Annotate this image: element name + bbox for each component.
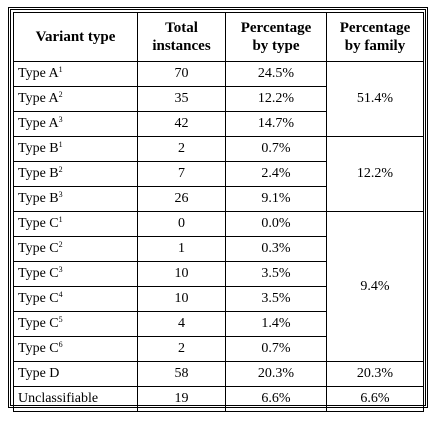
instances-cell: 26 [137, 186, 226, 212]
variant-label: Type C3 [13, 261, 138, 287]
instances-cell: 0 [137, 211, 226, 237]
header-row: Variant type Total instances Percentage by… [13, 12, 424, 62]
instances-cell: 35 [137, 86, 226, 112]
variant-label: Type A2 [13, 86, 138, 112]
table-row: Type B1 2 0.7% 12.2% [13, 136, 424, 212]
family-b-pct-cell: 12.2% [326, 136, 424, 212]
instances-cell: 70 [137, 61, 226, 87]
table-row: Type A2 35 12.2% [13, 86, 424, 112]
header-variant-type: Variant type [13, 12, 138, 62]
variant-label: Type B2 [13, 161, 138, 187]
table-row: Type C3 10 3.5% [13, 261, 424, 287]
variant-label: Type C1 [13, 211, 138, 237]
variant-table: Variant type Total instances Percentage by… [13, 12, 424, 412]
pct-type-cell: 0.3% [225, 236, 327, 262]
pct-type-cell: 12.2% [225, 86, 327, 112]
variant-label: Type D [13, 361, 138, 387]
variant-label: Type B1 [13, 136, 138, 162]
table-row: Type C4 10 3.5% [13, 286, 424, 312]
instances-cell: 10 [137, 261, 226, 287]
instances-cell: 4 [137, 311, 226, 337]
instances-cell: 2 [137, 336, 226, 362]
instances-cell: 1 [137, 236, 226, 262]
variant-label: Type C4 [13, 286, 138, 312]
table-row: Type C6 2 0.7% [13, 336, 424, 362]
table-row: Type A3 42 14.7% [13, 111, 424, 137]
variant-label: Type B3 [13, 186, 138, 212]
family-unclassifiable-pct-cell: 6.6% [326, 386, 424, 412]
variant-label: Type A3 [13, 111, 138, 137]
instances-cell: 58 [137, 361, 226, 387]
header-total-instances: Total instances [137, 12, 226, 62]
family-d-pct-cell: 20.3% [326, 361, 424, 387]
pct-type-cell: 20.3% [225, 361, 327, 387]
pct-type-cell: 0.0% [225, 211, 327, 237]
instances-cell: 10 [137, 286, 226, 312]
variant-label: Type C2 [13, 236, 138, 262]
pct-type-cell: 6.6% [225, 386, 327, 412]
pct-type-cell: 3.5% [225, 286, 327, 312]
pct-type-cell: 0.7% [225, 136, 327, 162]
table-row: Type D 58 20.3% 20.3% [13, 361, 424, 387]
pct-type-cell: 3.5% [225, 261, 327, 287]
family-a-pct-cell: 51.4% [326, 61, 424, 137]
instances-cell: 2 [137, 136, 226, 162]
table-row: Type C2 1 0.3% [13, 236, 424, 262]
variant-label: Type C5 [13, 311, 138, 337]
table-row: Unclassifiable 19 6.6% 6.6% [13, 386, 424, 412]
family-c-pct-cell: 9.4% [326, 211, 424, 362]
pct-type-cell: 14.7% [225, 111, 327, 137]
pct-type-cell: 9.1% [225, 186, 327, 212]
instances-cell: 42 [137, 111, 226, 137]
table-row: Type A1 70 24.5% 51.4% [13, 61, 424, 137]
variant-label: Type A1 [13, 61, 138, 87]
header-percentage-by-type: Percentage by type [225, 12, 327, 62]
variant-label: Unclassifiable [13, 386, 138, 412]
pct-type-cell: 24.5% [225, 61, 327, 87]
instances-cell: 19 [137, 386, 226, 412]
header-percentage-by-family: Percentage by family [326, 12, 424, 62]
pct-type-cell: 2.4% [225, 161, 327, 187]
instances-cell: 7 [137, 161, 226, 187]
table-row: Type C5 4 1.4% [13, 311, 424, 337]
variant-label: Type C6 [13, 336, 138, 362]
table-row: Type C1 0 0.0% 9.4% [13, 211, 424, 362]
pct-type-cell: 0.7% [225, 336, 327, 362]
pct-type-cell: 1.4% [225, 311, 327, 337]
